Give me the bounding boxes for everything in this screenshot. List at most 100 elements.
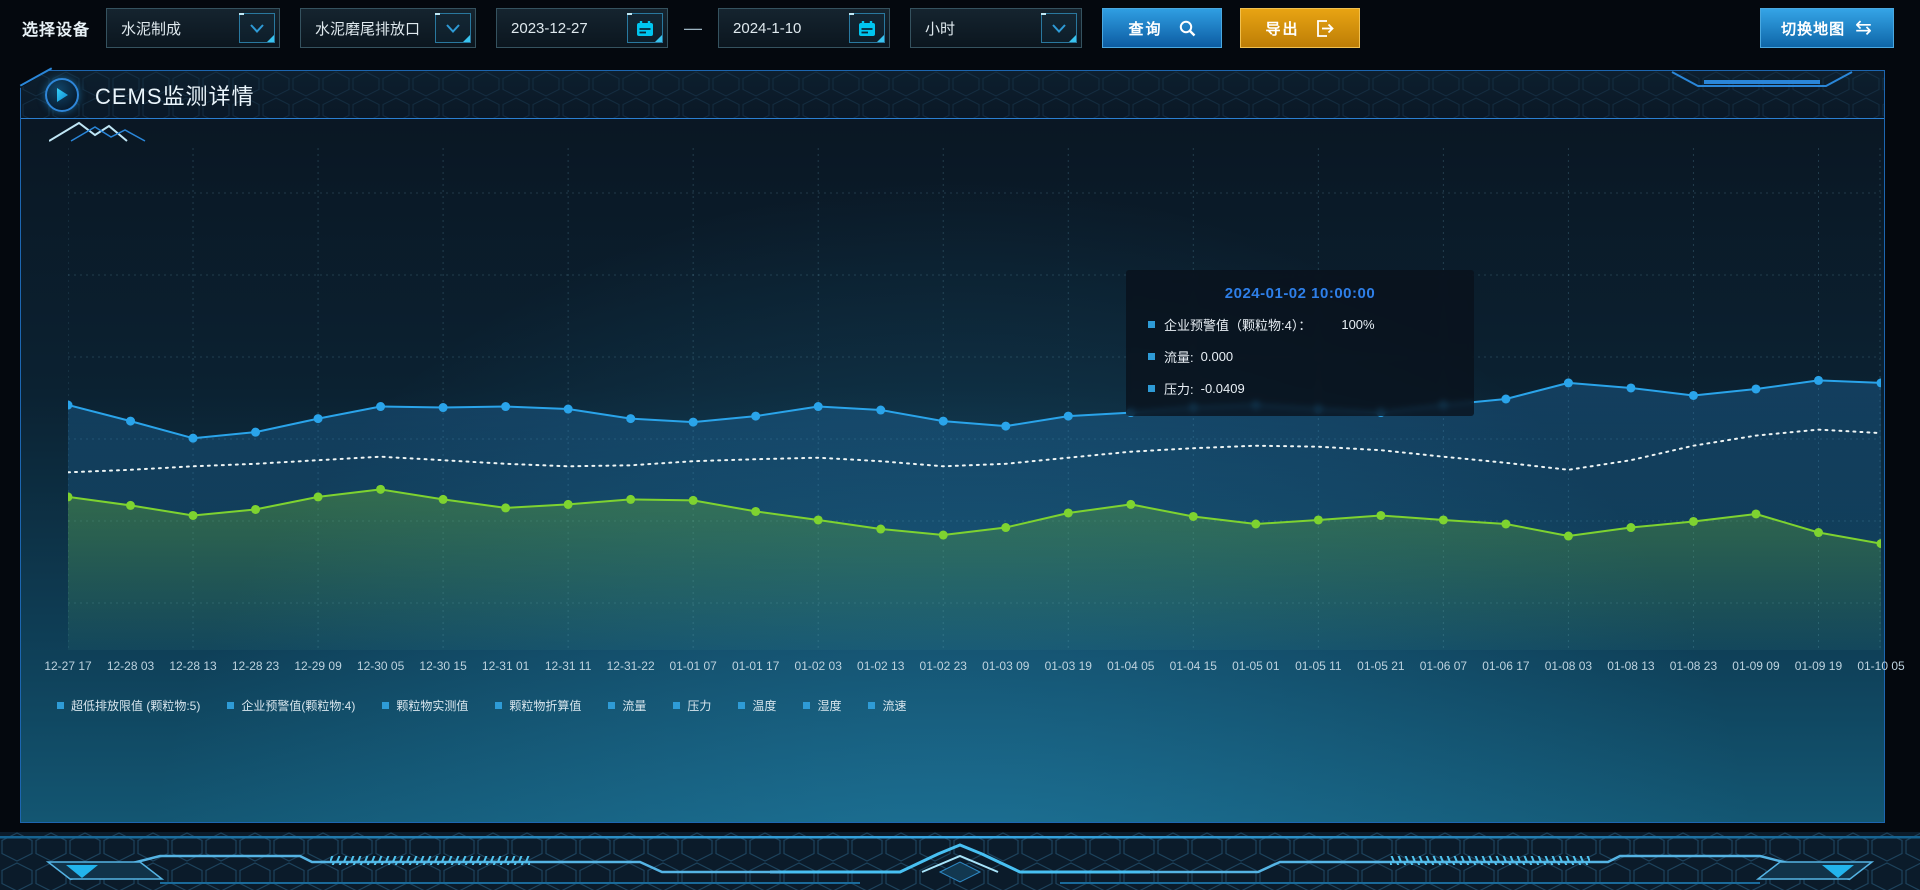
x-axis-tick-label: 12-31 11: [544, 659, 592, 673]
legend-item[interactable]: 流速: [868, 697, 906, 714]
cems-panel-header: CEMS监测详情: [21, 71, 1884, 119]
legend-marker-icon: [803, 702, 811, 709]
tooltip-row: 流量: 0.000: [1148, 347, 1452, 366]
x-axis-tick-label: 12-28 23: [231, 659, 280, 673]
tooltip-row: 压力: -0.0409: [1148, 379, 1452, 398]
x-axis-tick-label: 12-31 01: [481, 659, 530, 673]
date-end-input[interactable]: 2024-1-10: [718, 8, 891, 48]
tooltip-row-label: 压力:: [1164, 382, 1194, 397]
legend-item[interactable]: 温度: [738, 697, 776, 714]
date-end-calendar-box[interactable]: [849, 13, 886, 43]
x-axis-tick-label: 01-10 05: [1857, 659, 1905, 673]
date-start-value: 2023-12-27: [511, 19, 588, 37]
legend-item-label: 流量: [622, 699, 647, 713]
legend-marker-icon: [382, 702, 390, 709]
date-start-input[interactable]: 2023-12-27: [496, 8, 669, 48]
tooltip-row: 企业预警值（颗粒物:4）： 100%: [1148, 315, 1452, 334]
device-select[interactable]: 水泥制成: [106, 8, 281, 48]
tooltip-timestamp: 2024-01-02 10:00:00: [1224, 285, 1376, 302]
cems-panel: CEMS监测详情: [19, 67, 1905, 823]
chevron-down-icon: [250, 23, 264, 33]
export-button[interactable]: 导出: [1240, 8, 1361, 48]
panel-title-badge: [45, 77, 79, 112]
hexagon-pattern-decoration: [21, 71, 1884, 118]
calendar-icon: [859, 20, 876, 36]
legend-marker-icon: [738, 702, 746, 709]
legend-item[interactable]: 颗粒物折算值: [495, 697, 581, 714]
x-axis-tick-label: 12-28 03: [106, 659, 155, 673]
device-select-value: 水泥制成: [121, 20, 182, 38]
device-label: 选择设备: [22, 22, 91, 39]
legend-item-label: 压力: [687, 699, 712, 713]
port-select[interactable]: 水泥磨尾排放口: [300, 8, 477, 48]
port-select-chevron-box[interactable]: [435, 13, 472, 43]
x-axis-tick-label: 01-03 19: [1044, 659, 1092, 673]
x-axis-tick-label: 12-30 15: [419, 659, 467, 673]
x-axis-tick-label: 01-09 09: [1732, 659, 1780, 673]
legend-item-label: 湿度: [817, 699, 842, 713]
play-icon: [57, 87, 68, 102]
series-marker-icon: [1148, 385, 1155, 392]
export-button-label: 导出: [1265, 20, 1300, 38]
x-axis-tick-label: 01-08 13: [1607, 659, 1655, 673]
export-icon: [1316, 19, 1334, 37]
chart-legend: 超低排放限值 (颗粒物:5) 企业预警值(颗粒物:4) 颗粒物实测值 颗粒物折算值 流量…: [57, 697, 906, 714]
legend-item-label: 颗粒物折算值: [509, 699, 582, 713]
x-axis-tick-label: 01-08 23: [1669, 659, 1718, 673]
x-axis-tick-label: 01-06 17: [1482, 659, 1530, 673]
device-select-chevron-box[interactable]: [239, 13, 276, 43]
panel-title: CEMS监测详情: [95, 83, 255, 109]
x-axis-tick-label: 12-29 09: [294, 659, 342, 673]
x-axis-tick-label: 01-01 17: [732, 659, 780, 673]
chart-tooltip: 2024-01-02 10:00:00 企业预警值（颗粒物:4）： 100% 流量:…: [1126, 270, 1474, 416]
x-axis-tick-label: 01-05 01: [1232, 659, 1280, 673]
x-axis-tick-label: 01-08 03: [1544, 659, 1593, 673]
legend-item-label: 颗粒物实测值: [396, 699, 469, 713]
x-axis-tick-label: 01-05 21: [1357, 659, 1405, 673]
x-axis-labels: 12-27 17 12-28 03 12-28 13 12-28 23 12-29 09…: [44, 659, 1904, 677]
tooltip-row-value: 100%: [1341, 317, 1375, 332]
query-button-label: 查询: [1128, 20, 1163, 38]
date-range-separator: —: [684, 17, 703, 38]
x-axis-tick-label: 01-09 19: [1794, 659, 1843, 673]
header-zigzag-decoration: [49, 121, 146, 142]
header-notch-decoration: [1671, 71, 1853, 87]
x-axis-tick-label: 01-02 13: [857, 659, 905, 673]
interval-select[interactable]: 小时: [910, 8, 1083, 48]
legend-item[interactable]: 超低排放限值 (颗粒物:5): [57, 697, 200, 714]
swap-arrows-icon: ⇆: [1855, 17, 1873, 39]
legend-item[interactable]: 压力: [673, 697, 711, 714]
legend-item-label: 超低排放限值 (颗粒物:5): [71, 699, 201, 713]
interval-select-chevron-box[interactable]: [1041, 13, 1078, 43]
x-axis-tick-label: 12-30 05: [356, 659, 405, 673]
x-axis-tick-label: 01-04 05: [1107, 659, 1155, 673]
legend-item-label: 流速: [882, 699, 907, 713]
cems-chart-svg[interactable]: [63, 148, 1886, 650]
switch-map-button-label: 切换地图: [1781, 20, 1846, 38]
series-marker-icon: [1148, 321, 1155, 328]
x-axis-tick-label: 01-02 03: [794, 659, 842, 673]
chevron-down-icon: [446, 23, 460, 33]
legend-item[interactable]: 湿度: [803, 697, 841, 714]
x-axis-tick-label: 01-04 15: [1169, 659, 1217, 673]
x-axis-tick-label: 12-31-22: [606, 659, 655, 673]
cems-chart[interactable]: 2024-01-02 10:00:00 企业预警值（颗粒物:4）： 100% 流量:…: [63, 148, 1886, 650]
switch-map-button[interactable]: 切换地图 ⇆: [1760, 8, 1894, 48]
port-select-value: 水泥磨尾排放口: [315, 20, 421, 38]
query-button[interactable]: 查询: [1102, 8, 1223, 48]
legend-item-label: 温度: [752, 699, 777, 713]
x-axis-tick-label: 12-28 13: [169, 659, 217, 673]
chevron-down-icon: [1052, 23, 1066, 33]
x-axis-tick-label: 01-03 09: [982, 659, 1030, 673]
x-axis-tick-label: 01-05 11: [1295, 659, 1342, 673]
tooltip-row-label: 流量:: [1164, 350, 1194, 365]
legend-item[interactable]: 企业预警值(颗粒物:4): [227, 697, 355, 714]
interval-select-value: 小时: [925, 20, 956, 38]
legend-marker-icon: [608, 702, 616, 709]
date-start-calendar-box[interactable]: [627, 13, 664, 43]
top-toolbar: 选择设备 水泥制成 水泥磨尾排放口 2023-12-27: [0, 0, 1920, 56]
legend-item[interactable]: 颗粒物实测值: [382, 697, 468, 714]
legend-marker-icon: [57, 702, 64, 709]
x-axis-tick-label: 01-02 23: [919, 659, 967, 673]
legend-item[interactable]: 流量: [608, 697, 646, 714]
